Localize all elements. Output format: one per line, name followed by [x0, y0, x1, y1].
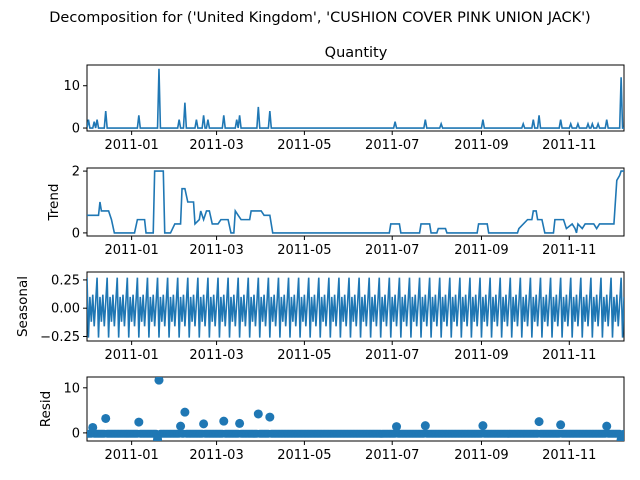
x-tick-label: 2011-07 — [365, 243, 419, 258]
x-tick-label: 2011-09 — [454, 448, 508, 463]
figure-suptitle: Decomposition for ('United Kingdom', 'CU… — [49, 10, 590, 26]
quantity-panel-title: Quantity — [325, 45, 388, 61]
panel-3-data — [87, 277, 624, 338]
y-axis-label: Resid — [38, 391, 54, 427]
y-axis-label: Trend — [46, 184, 62, 222]
panel-4-data — [87, 377, 624, 441]
resid-outlier-point — [420, 421, 430, 431]
seasonal-series-line — [87, 277, 624, 338]
x-tick-label: 2011-03 — [189, 138, 243, 153]
y-tick-label: 2 — [72, 165, 80, 180]
y-tick-label: 10 — [63, 79, 80, 94]
resid-outlier-point — [478, 421, 488, 431]
y-tick-label: 0.00 — [51, 302, 80, 317]
resid-outlier-point — [176, 421, 186, 431]
trend-series-line — [87, 170, 624, 234]
x-tick-label: 2011-03 — [189, 243, 243, 258]
x-tick-label: 2011-01 — [104, 138, 158, 153]
x-tick-label: 2011-09 — [454, 243, 508, 258]
x-tick-label: 2011-11 — [542, 348, 596, 363]
y-tick-label: 10 — [63, 381, 80, 396]
x-tick-label: 2011-05 — [277, 138, 331, 153]
x-tick-label: 2011-11 — [542, 138, 596, 153]
resid-outlier-point — [602, 421, 612, 431]
y-tick-label: 0 — [72, 226, 80, 241]
resid-outlier-point — [556, 420, 566, 430]
panel-4-frame — [86, 376, 625, 442]
resid-outlier-point — [392, 422, 402, 432]
resid-outlier-point — [253, 409, 263, 419]
resid-outlier-point — [101, 413, 111, 423]
panel-1-data — [87, 68, 624, 129]
x-tick-label: 2011-09 — [454, 348, 508, 363]
x-tick-label: 2011-05 — [277, 243, 331, 258]
resid-outlier-point — [618, 434, 624, 441]
resid-outlier-point — [534, 417, 544, 427]
resid-outlier-point — [88, 422, 98, 432]
resid-outlier-point — [199, 419, 209, 429]
quantity-series-line — [87, 68, 624, 129]
panels-group: 2011-01 2011-03 2011-05 2011-07 2011-09 2011-… — [15, 64, 625, 463]
panel-3: 2011-01 2011-03 2011-05 2011-07 2011-09 2011-… — [15, 271, 625, 363]
x-tick-label: 2011-03 — [189, 448, 243, 463]
y-axis-label: Seasonal — [15, 276, 31, 337]
resid-outlier-point — [235, 418, 245, 428]
panel-2-frame — [86, 167, 625, 237]
y-tick-label: 0.25 — [51, 273, 80, 288]
x-tick-label: 2011-11 — [542, 448, 596, 463]
x-tick-label: 2011-01 — [104, 348, 158, 363]
x-tick-label: 2011-07 — [365, 138, 419, 153]
panel-4: 2011-01 2011-03 2011-05 2011-07 2011-09 2011-… — [38, 376, 625, 463]
panel-2: 2011-01 2011-03 2011-05 2011-07 2011-09 2011-… — [46, 165, 625, 258]
x-tick-label: 2011-01 — [104, 448, 158, 463]
x-tick-label: 2011-05 — [277, 348, 331, 363]
x-tick-label: 2011-09 — [454, 138, 508, 153]
x-tick-label: 2011-07 — [365, 348, 419, 363]
x-tick-label: 2011-05 — [277, 448, 331, 463]
x-tick-label: 2011-01 — [104, 243, 158, 258]
panel-1: 2011-01 2011-03 2011-05 2011-07 2011-09 2011-… — [63, 64, 625, 153]
y-tick-label: 0 — [72, 426, 80, 441]
resid-outlier-point — [219, 416, 229, 426]
y-tick-label: 0 — [72, 122, 80, 137]
resid-outlier-point — [154, 377, 164, 385]
x-tick-label: 2011-03 — [189, 348, 243, 363]
resid-outlier-point — [134, 417, 144, 427]
panel-2-data — [87, 170, 624, 234]
resid-outlier-point — [180, 407, 190, 417]
y-tick-label: −0.25 — [40, 330, 80, 345]
panel-1-frame — [86, 64, 625, 132]
x-tick-label: 2011-11 — [542, 243, 596, 258]
resid-outlier-point — [265, 412, 275, 422]
x-tick-label: 2011-07 — [365, 448, 419, 463]
resid-outlier-point — [153, 434, 163, 441]
